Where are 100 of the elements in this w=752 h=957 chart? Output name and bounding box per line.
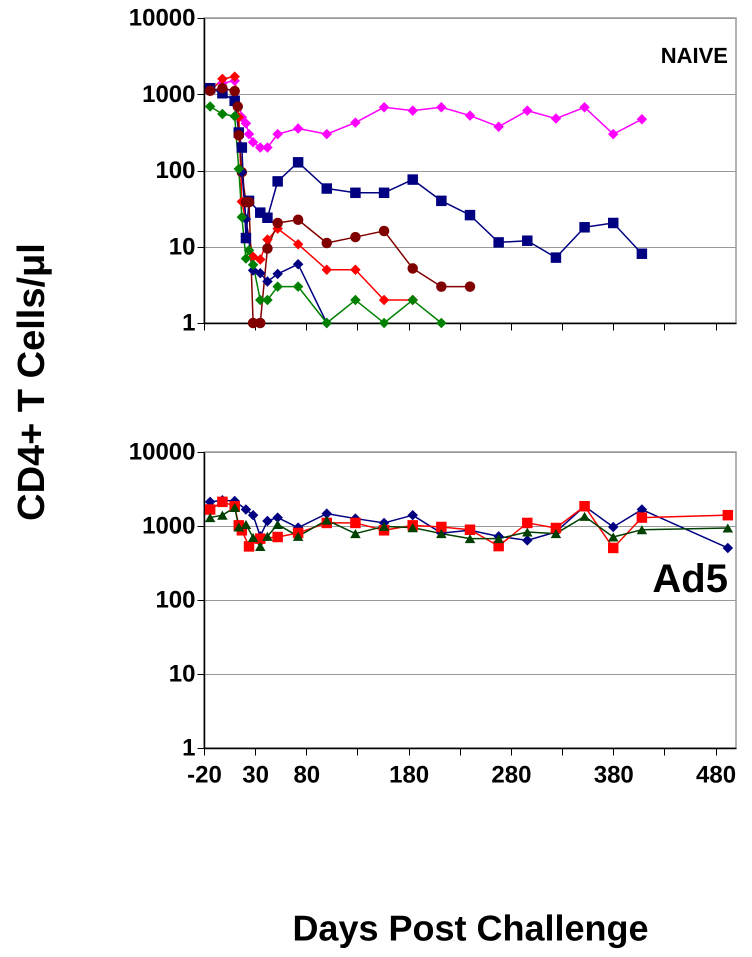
point (240, 118, 252, 129)
point (272, 268, 283, 280)
point (550, 529, 562, 538)
point (322, 516, 332, 525)
point (272, 512, 283, 523)
point (464, 281, 476, 292)
point (240, 253, 252, 264)
point (236, 212, 248, 222)
point (378, 188, 390, 198)
y-axis-title: CD4+ T Cells/μl (11, 243, 53, 521)
point (262, 142, 273, 153)
point (217, 74, 228, 84)
point (248, 510, 258, 520)
point (579, 102, 590, 113)
point (350, 529, 361, 538)
point (244, 541, 254, 552)
x-axis-title: Days Post Challenge (292, 908, 649, 948)
point (272, 128, 283, 140)
point (722, 542, 734, 554)
point (292, 238, 304, 250)
y-tick-label: 10 (168, 660, 196, 688)
point (608, 128, 618, 140)
point (464, 534, 476, 544)
point (262, 294, 273, 306)
point (240, 504, 252, 515)
point (350, 264, 361, 275)
point (232, 101, 244, 112)
point (272, 281, 283, 292)
point (522, 535, 533, 546)
point (272, 176, 283, 187)
point (292, 157, 304, 168)
point (262, 234, 273, 245)
point (240, 232, 252, 244)
point (292, 258, 304, 270)
point (262, 516, 273, 526)
point (322, 128, 332, 140)
point (608, 218, 618, 228)
point (240, 520, 252, 529)
point (322, 264, 332, 275)
point (636, 512, 648, 523)
point (255, 318, 266, 328)
annotation: Ad5 (652, 557, 728, 601)
point (204, 504, 216, 515)
point (262, 276, 273, 287)
point (350, 232, 361, 242)
point (407, 523, 418, 532)
point (262, 212, 273, 224)
x-tick-label: 280 (491, 762, 532, 788)
point (350, 188, 361, 198)
point (436, 196, 447, 206)
point (436, 281, 447, 292)
point (350, 294, 361, 306)
point (229, 110, 240, 122)
y-tick-label: 10000 (128, 438, 196, 466)
annotation: NAIVE (660, 43, 728, 68)
x-tick-label: 30 (242, 762, 270, 788)
point (436, 318, 447, 328)
point (229, 71, 240, 82)
point (244, 244, 254, 256)
point (350, 518, 361, 528)
y-tick-label: 10000 (128, 4, 196, 32)
point (248, 260, 258, 270)
point (322, 508, 332, 519)
point (322, 238, 332, 248)
point (204, 513, 216, 522)
point (722, 523, 734, 533)
point (579, 512, 590, 521)
x-tick-label: 380 (594, 762, 634, 788)
y-tick-label: 1 (182, 734, 196, 762)
point (522, 518, 533, 528)
point (262, 243, 273, 254)
point (272, 520, 283, 529)
point (407, 510, 418, 520)
point (272, 218, 283, 228)
point (255, 254, 266, 265)
point (378, 522, 390, 531)
point (236, 142, 248, 153)
point (550, 252, 562, 263)
point (636, 248, 648, 259)
point (493, 534, 504, 544)
point (378, 294, 390, 306)
point (217, 108, 228, 120)
point (217, 82, 228, 94)
point (522, 235, 533, 246)
point (262, 532, 273, 541)
point (322, 183, 332, 194)
point (522, 105, 533, 116)
point (244, 128, 254, 140)
point (636, 525, 648, 534)
x-tick-label: -20 (187, 762, 222, 788)
point (204, 101, 216, 112)
point (608, 522, 618, 532)
x-tick-label: 80 (293, 762, 320, 788)
y-tick-label: 1000 (142, 80, 196, 108)
point (292, 214, 304, 225)
point (436, 102, 447, 113)
point (234, 130, 244, 140)
point (579, 222, 590, 233)
point (272, 532, 283, 542)
point (248, 532, 258, 542)
